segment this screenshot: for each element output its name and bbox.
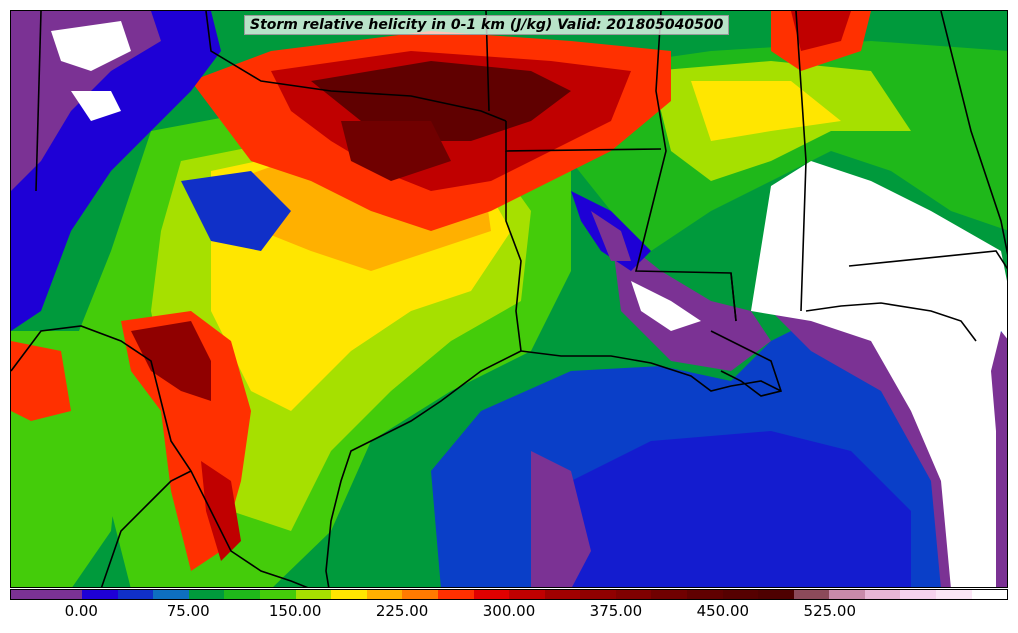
colorbar-swatch bbox=[758, 590, 794, 599]
colorbar-tick-label: 0.00 bbox=[64, 602, 98, 620]
colorbar-swatch bbox=[509, 590, 545, 599]
mississippi-alabama-border bbox=[730, 272, 737, 322]
colorbar-swatch bbox=[651, 590, 687, 599]
colorbar-tick-label: 225.00 bbox=[375, 602, 429, 620]
map-panel bbox=[10, 10, 1008, 588]
river-purple bbox=[591, 211, 631, 261]
new-mexico-border bbox=[35, 11, 42, 192]
coast-white-patch bbox=[631, 281, 701, 331]
colorbar-tick-labels: 0.00 75.00 150.00 225.00 300.00 375.00 450.00 5… bbox=[10, 602, 1008, 624]
north-maroon-2 bbox=[341, 121, 451, 181]
colorbar-swatch bbox=[260, 590, 296, 599]
colorbar-tick-label: 75.00 bbox=[166, 602, 210, 620]
colorbar-swatch bbox=[331, 590, 367, 599]
florida-white bbox=[751, 161, 1007, 587]
colorbar-swatch bbox=[188, 590, 225, 599]
colorbar-tick-label: 300.00 bbox=[482, 602, 536, 620]
colorbar-swatch bbox=[615, 590, 652, 599]
mexico-inner-border bbox=[100, 470, 192, 587]
louisiana-delta bbox=[710, 330, 783, 397]
colorbar-tick-label: 525.00 bbox=[803, 602, 857, 620]
texas-oklahoma-border bbox=[205, 11, 507, 122]
florida-panhandle-coast bbox=[805, 302, 977, 342]
colorbar-swatch bbox=[971, 590, 1008, 599]
colorbar-swatch bbox=[544, 590, 581, 599]
texas-louisiana-border bbox=[505, 151, 522, 352]
east-boundary bbox=[940, 11, 1007, 256]
ne-darkred bbox=[791, 11, 851, 51]
gulf-south-purple bbox=[531, 451, 591, 587]
texas-blue-strip bbox=[181, 171, 291, 251]
colorbar-swatch bbox=[829, 590, 865, 599]
left-white-patch bbox=[51, 21, 131, 71]
colorbar-swatch bbox=[722, 590, 759, 599]
alabama-georgia-border bbox=[795, 11, 807, 312]
map-title: Storm relative helicity in 0-1 km (J/kg)… bbox=[244, 15, 730, 35]
colorbar bbox=[10, 589, 1008, 600]
colorbar-swatch bbox=[366, 590, 403, 599]
georgia-florida-border bbox=[848, 250, 1007, 270]
colorbar-swatch bbox=[402, 590, 438, 599]
texas-coast-south bbox=[325, 350, 522, 587]
helicity-map bbox=[11, 11, 1007, 587]
colorbar-swatch bbox=[437, 590, 474, 599]
colorbar-swatch bbox=[117, 590, 154, 599]
colorbar-swatch bbox=[864, 590, 901, 599]
boundary-lines bbox=[11, 11, 1007, 587]
gulf-coast-texas bbox=[520, 350, 782, 392]
mexico-border bbox=[11, 325, 309, 587]
colorbar-swatch bbox=[224, 590, 261, 599]
colorbar-swatch bbox=[580, 590, 616, 599]
left-white-patch-2 bbox=[71, 91, 121, 121]
colorbar-swatch bbox=[473, 590, 510, 599]
colorbar-swatch bbox=[46, 590, 83, 599]
west-darkred bbox=[131, 321, 211, 401]
colorbar-swatch bbox=[936, 590, 972, 599]
colorbar-tick-label: 150.00 bbox=[268, 602, 322, 620]
colorbar-swatch bbox=[295, 590, 332, 599]
left-red-west bbox=[11, 341, 71, 421]
gulf-deep-blue bbox=[571, 431, 911, 587]
left-purple-patch bbox=[11, 11, 161, 191]
colorbar-swatch bbox=[686, 590, 723, 599]
colorbar-tick-label: 375.00 bbox=[589, 602, 643, 620]
colorbar-swatch bbox=[11, 590, 47, 599]
colorbar-tick-label: 450.00 bbox=[696, 602, 750, 620]
coast-purple-fringe bbox=[611, 231, 771, 371]
colorbar-swatch bbox=[82, 590, 118, 599]
colorbar-swatch bbox=[900, 590, 937, 599]
colorbar-swatch bbox=[153, 590, 189, 599]
colorbar-swatch bbox=[793, 590, 830, 599]
west-darkred-2 bbox=[201, 461, 241, 561]
